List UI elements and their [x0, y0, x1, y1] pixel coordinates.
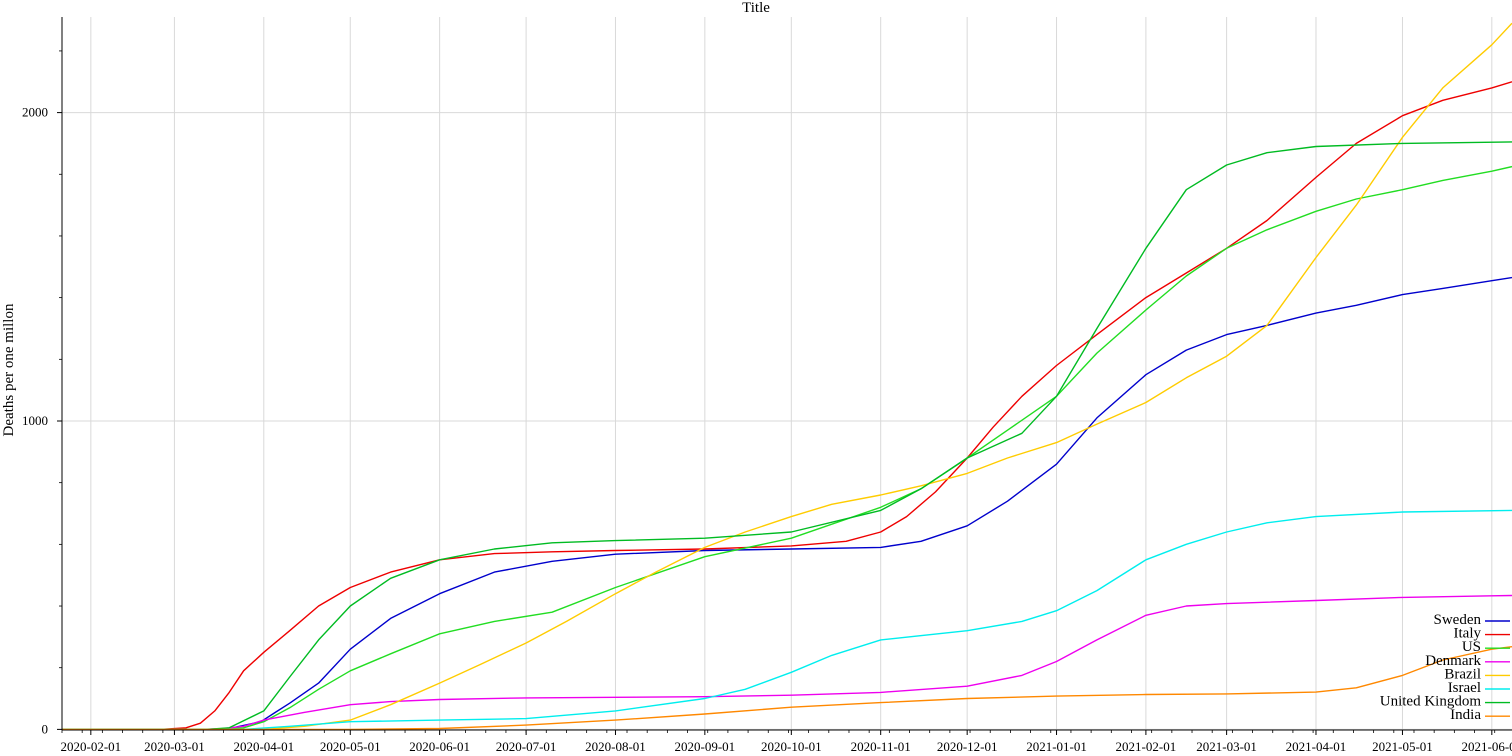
y-axis-label: Deaths per one millon [1, 303, 17, 436]
series-line-us [62, 165, 1512, 731]
y-tick-label: 1000 [22, 413, 48, 428]
y-tick-label: 0 [42, 721, 49, 736]
legend-label-sweden: Sweden [1434, 612, 1482, 628]
legend-label-israel: Israel [1448, 680, 1481, 696]
grid-lines [62, 17, 1512, 730]
x-tick-label: 2021-05-01 [1372, 739, 1433, 754]
series-line-united-kingdom [62, 141, 1512, 731]
x-tick-label: 2020-05-01 [320, 739, 381, 754]
legend-label-denmark: Denmark [1425, 653, 1481, 669]
series-line-sweden [62, 276, 1512, 731]
x-tick-label: 2020-12-01 [937, 739, 998, 754]
x-tick-label: 2020-08-01 [585, 739, 646, 754]
x-tick-label: 2020-09-01 [675, 739, 736, 754]
axes [61, 17, 1512, 731]
series-line-brazil [62, 22, 1512, 731]
chart-title: Title [742, 0, 770, 16]
x-axis-ticks: 2020-02-01 2020-03-01 2020-04-01 2020-05-01… [60, 730, 1512, 754]
x-tick-label: 2020-10-01 [761, 739, 822, 754]
legend-label-italy: Italy [1454, 626, 1482, 642]
legend-label-brazil: Brazil [1444, 666, 1481, 682]
series-line-india [62, 646, 1512, 731]
legend-label-india: India [1450, 707, 1481, 723]
x-tick-label: 2020-02-01 [60, 739, 121, 754]
legend-label-united-kingdom: United Kingdom [1380, 694, 1482, 710]
x-tick-label: 2021-01-01 [1026, 739, 1087, 754]
x-tick-label: 2021-02-01 [1116, 739, 1177, 754]
x-tick-label: 2021-04-01 [1286, 739, 1347, 754]
x-tick-label: 2020-03-01 [144, 739, 205, 754]
series-line-israel [62, 509, 1512, 731]
x-tick-label: 2021-03-01 [1196, 739, 1257, 754]
y-tick-label: 2000 [22, 105, 48, 120]
x-tick-label: 2021-06-01 [1461, 739, 1512, 754]
x-tick-label: 2020-06-01 [409, 739, 470, 754]
legend-label-us: US [1462, 639, 1481, 655]
x-tick-label: 2020-07-01 [496, 739, 557, 754]
series-line-italy [62, 81, 1512, 731]
y-axis-ticks: 0 1000 2000 [22, 50, 62, 736]
series-lines [62, 22, 1512, 731]
x-tick-label: 2020-11-01 [851, 739, 911, 754]
x-tick-label: 2020-04-01 [233, 739, 294, 754]
series-line-denmark [62, 594, 1512, 731]
